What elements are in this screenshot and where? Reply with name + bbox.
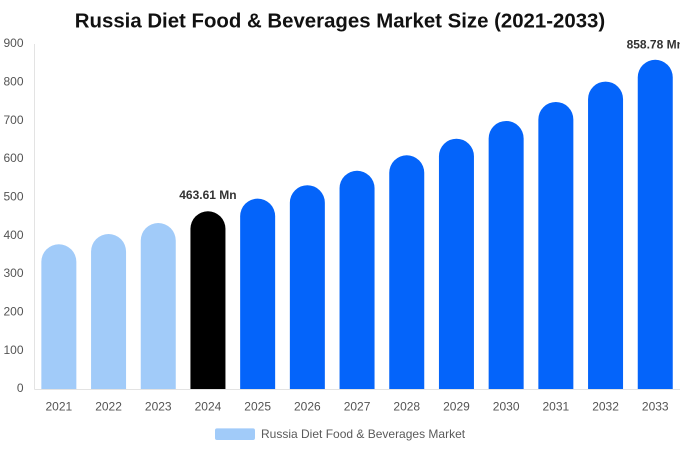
svg-text:400: 400 (3, 228, 23, 242)
svg-text:2023: 2023 (145, 400, 172, 414)
svg-text:300: 300 (3, 266, 23, 280)
svg-text:Russia Diet Food & Beverages M: Russia Diet Food & Beverages Market (261, 427, 466, 441)
svg-text:2032: 2032 (592, 400, 619, 414)
svg-text:2028: 2028 (393, 400, 420, 414)
svg-text:Russia Diet Food & Beverages M: Russia Diet Food & Beverages Market Size… (75, 11, 605, 33)
svg-text:2027: 2027 (344, 400, 371, 414)
svg-text:600: 600 (3, 151, 23, 165)
svg-text:2025: 2025 (244, 400, 271, 414)
svg-text:2021: 2021 (45, 400, 72, 414)
svg-text:858.78 Mn: 858.78 Mn (627, 37, 680, 51)
svg-text:200: 200 (3, 304, 23, 318)
svg-text:2022: 2022 (95, 400, 122, 414)
svg-text:2033: 2033 (642, 400, 669, 414)
svg-text:2030: 2030 (493, 400, 520, 414)
svg-text:0: 0 (17, 381, 24, 395)
svg-text:700: 700 (3, 113, 23, 127)
svg-text:2031: 2031 (542, 400, 569, 414)
svg-text:500: 500 (3, 189, 23, 203)
svg-text:2024: 2024 (195, 400, 222, 414)
svg-text:2029: 2029 (443, 400, 470, 414)
svg-text:900: 900 (3, 36, 23, 50)
svg-text:800: 800 (3, 74, 23, 88)
svg-text:100: 100 (3, 343, 23, 357)
svg-text:2026: 2026 (294, 400, 321, 414)
svg-text:463.61 Mn: 463.61 Mn (179, 188, 236, 202)
